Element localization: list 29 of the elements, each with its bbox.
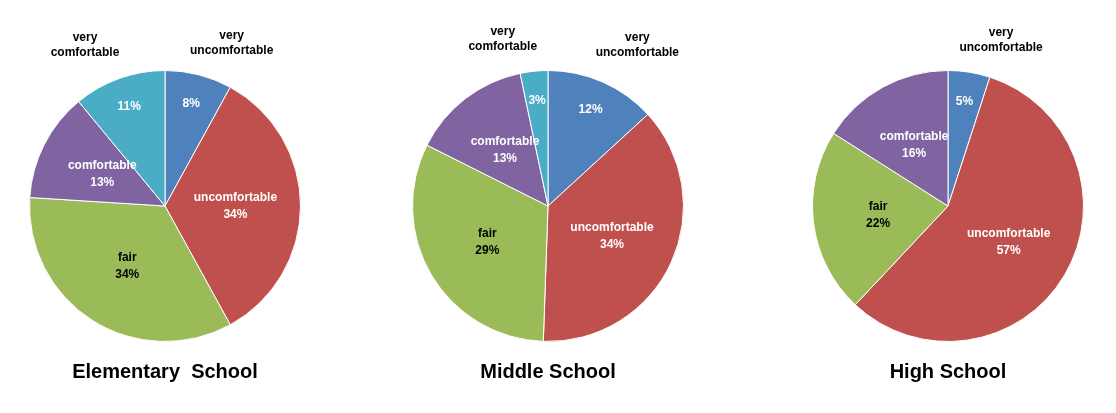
slice-label: fair (117, 249, 137, 264)
slice-label: very uncomfortable (595, 29, 680, 59)
slice-label: comfortable (879, 128, 949, 143)
data-label: 12% (578, 101, 603, 116)
data-label: 3% (528, 93, 547, 108)
data-label: 34% (599, 236, 625, 251)
text: Middle School (479, 360, 617, 383)
slice-label: uncomfortable (193, 190, 278, 205)
text: High School (888, 360, 1008, 383)
slice-label: fair (868, 199, 888, 214)
text: Elementary School (71, 360, 259, 383)
data-label: 13% (493, 151, 518, 166)
data-label: 22% (866, 216, 891, 231)
data-label: 34% (115, 266, 140, 281)
slice-label: very comfortable (50, 29, 120, 59)
data-label: 8% (182, 95, 201, 110)
slice-label: uncomfortable (570, 219, 654, 234)
data-label: 29% (475, 243, 500, 258)
slice-label: very comfortable (468, 23, 538, 53)
data-label: 16% (902, 145, 927, 160)
data-label: 34% (223, 207, 248, 222)
data-label: 13% (90, 175, 115, 190)
slice-label: very uncomfortable (190, 27, 274, 57)
slice-label: uncomfortable (966, 226, 1051, 241)
slice-label: fair (478, 226, 498, 241)
data-label: 5% (955, 93, 974, 108)
data-label: 57% (996, 243, 1021, 258)
slice-label: very uncomfortable (959, 24, 1044, 54)
data-label: 11% (117, 98, 142, 113)
